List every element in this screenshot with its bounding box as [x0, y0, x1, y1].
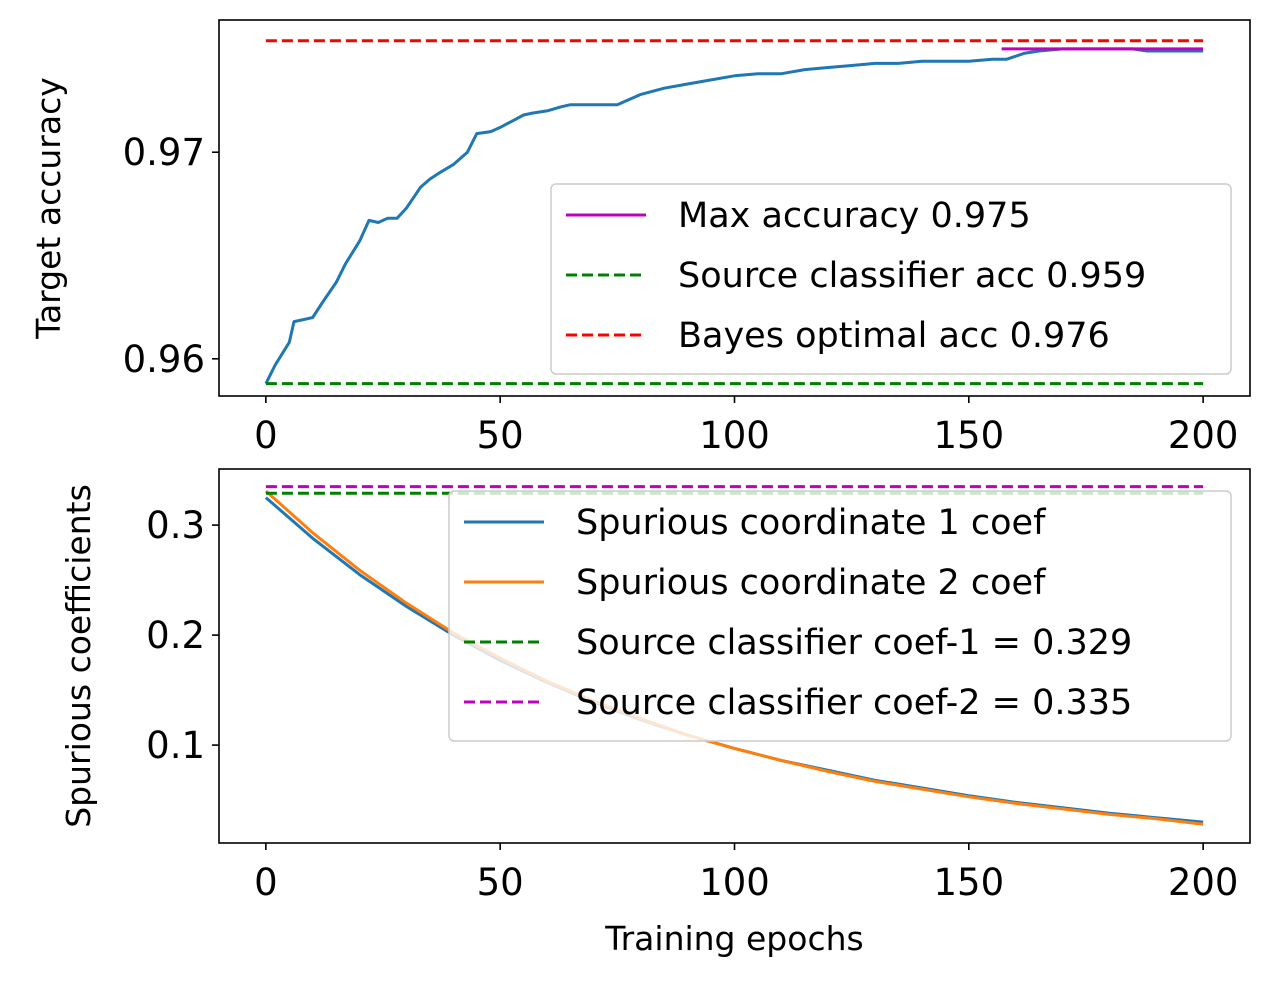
legend: Spurious coordinate 1 coef Spurious coord…: [448, 490, 1232, 742]
x-tick-label: 200: [1168, 861, 1239, 904]
y-tick-label: 0.2: [146, 614, 205, 657]
x-tick-label: 100: [699, 414, 770, 457]
coefficients-panel: 0 50 100 150 200 0.1 0.2 0.3 Spurious coefficien…: [59, 468, 1251, 958]
x-tick-label: 0: [254, 414, 278, 457]
series-group: [264, 39, 1204, 386]
x-tick-label: 150: [934, 414, 1005, 457]
x-axis-label: Training epochs: [604, 919, 863, 958]
y-tick-label: 0.1: [146, 724, 205, 767]
legend-label-0: Max accuracy 0.975: [678, 196, 1031, 236]
y-tick-label: 0.97: [123, 131, 205, 174]
legend-label-0: Spurious coordinate 1 coef: [576, 503, 1046, 543]
legend-box: [550, 183, 1232, 375]
y-tick-label: 0.96: [123, 338, 205, 381]
series-line-0: [264, 47, 1204, 385]
x-tick-label: 50: [477, 414, 524, 457]
y-tick-label: 0.3: [146, 504, 205, 547]
y-axis-label: Target accuracy: [29, 77, 68, 339]
x-tick-label: 0: [254, 861, 278, 904]
x-tick-label: 50: [477, 861, 524, 904]
x-tick-label: 150: [934, 861, 1005, 904]
series-line-1: [264, 489, 1204, 826]
legend-label-1: Source classifier acc 0.959: [678, 256, 1146, 296]
x-tick-label: 200: [1168, 414, 1239, 457]
x-tick-label: 100: [699, 861, 770, 904]
legend-label-1: Spurious coordinate 2 coef: [576, 563, 1046, 603]
accuracy-panel: 0 50 100 150 200 0.96 0.97 Target accuracy Max a…: [29, 19, 1251, 457]
legend-label-2: Bayes optimal acc 0.976: [678, 316, 1110, 356]
legend-box: [448, 490, 1232, 742]
legend: Max accuracy 0.975 Source classifier acc …: [550, 183, 1232, 375]
legend-label-3: Source classifier coef-2 = 0.335: [576, 683, 1132, 723]
legend-label-2: Source classifier coef-1 = 0.329: [576, 623, 1132, 663]
y-axis-label: Spurious coefficients: [59, 484, 98, 828]
